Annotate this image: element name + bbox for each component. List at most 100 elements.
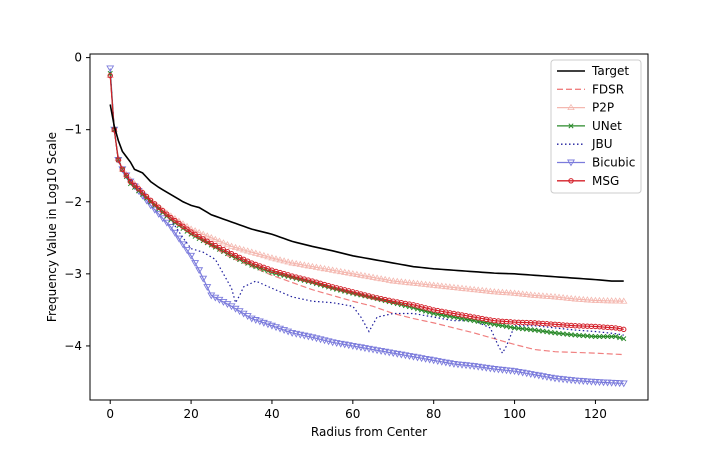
marker-unet [568,332,574,338]
marker-msg [131,182,138,188]
marker-bicubic [583,378,592,386]
legend-label: FDSR [592,82,624,96]
marker-bicubic [506,367,515,375]
legend-label: Bicubic [592,156,635,170]
marker-p2p [284,258,292,265]
marker-unet [580,333,586,339]
marker-p2p [591,296,600,303]
y-tick-label: −4 [64,339,82,353]
marker-bicubic [158,215,167,223]
marker-p2p [429,281,438,288]
marker-p2p [611,297,620,304]
marker-p2p [300,261,309,268]
marker-p2p [280,257,288,264]
marker-p2p [494,288,503,295]
marker-msg [168,214,174,221]
marker-msg [176,220,182,227]
marker-bicubic [619,380,628,388]
marker-p2p [231,243,240,251]
x-tick-label: 40 [264,407,279,421]
marker-bicubic [490,366,499,373]
marker-p2p [458,284,466,291]
series-line-target [109,104,624,282]
marker-p2p [571,295,579,302]
marker-p2p [482,287,490,294]
marker-msg [151,201,158,207]
marker-bicubic [567,377,576,384]
marker-p2p [365,272,373,280]
marker-msg [200,236,206,242]
marker-p2p [603,297,612,304]
marker-p2p [268,254,276,261]
marker-p2p [207,234,216,241]
marker-p2p [559,294,567,301]
legend-marker [568,178,574,184]
marker-p2p [563,294,571,301]
marker-unet [556,330,562,336]
marker-bicubic [559,376,568,384]
marker-bicubic [170,229,179,237]
marker-unet [512,325,518,331]
marker-msg [188,229,194,235]
marker-bicubic [162,219,171,227]
marker-msg [143,193,150,200]
legend-label: MSG [592,174,619,188]
marker-p2p [567,294,575,302]
marker-unet [495,322,501,328]
marker-bicubic [579,378,588,386]
y-tick-label: 0 [74,51,82,65]
marker-p2p [223,240,232,248]
marker-bicubic [462,362,471,370]
marker-unet [617,335,623,341]
marker-msg [119,166,126,173]
marker-p2p [252,249,260,256]
marker-bicubic [498,366,507,374]
marker-bicubic [571,377,580,385]
marker-p2p [438,282,446,289]
marker-p2p [203,232,211,239]
marker-p2p [219,239,228,246]
legend-marker [567,103,575,110]
x-tick-label: 0 [106,407,114,421]
marker-p2p [490,288,499,295]
marker-unet [540,328,546,334]
marker-p2p [478,286,486,293]
legend: Target FDSR P2P UNet JBU Bicubic MSG [550,59,642,194]
marker-p2p [296,260,304,267]
marker-bicubic [203,284,212,291]
marker-p2p [239,246,248,253]
marker-p2p [551,293,559,300]
marker-bicubic [607,379,616,387]
marker-unet [576,332,582,338]
marker-p2p [434,282,442,289]
marker-p2p [341,268,349,275]
marker-bicubic [174,235,183,243]
marker-bicubic [494,366,503,374]
marker-p2p [397,278,406,285]
marker-msg [135,186,142,192]
marker-p2p [620,297,628,304]
marker-bicubic [183,247,192,254]
marker-unet [528,327,534,333]
marker-unet [605,334,611,340]
marker-p2p [543,292,551,299]
marker-p2p [332,267,341,274]
marker-p2p [349,270,357,277]
marker-msg [156,204,162,210]
x-tick-label: 80 [426,407,441,421]
marker-unet [572,332,578,338]
marker-bicubic [179,241,187,249]
marker-msg [184,226,190,232]
marker-p2p [256,250,264,257]
x-tick-label: 20 [183,407,198,421]
marker-p2p [518,290,527,297]
marker-p2p [393,277,402,284]
legend-label: JBU [591,137,613,151]
series-target [109,104,624,282]
marker-p2p [450,283,458,290]
marker-msg [160,208,166,214]
marker-bicubic [166,224,175,231]
x-axis-label: Radius from Center [311,425,427,439]
marker-bicubic [458,361,466,369]
marker-p2p [498,288,507,295]
